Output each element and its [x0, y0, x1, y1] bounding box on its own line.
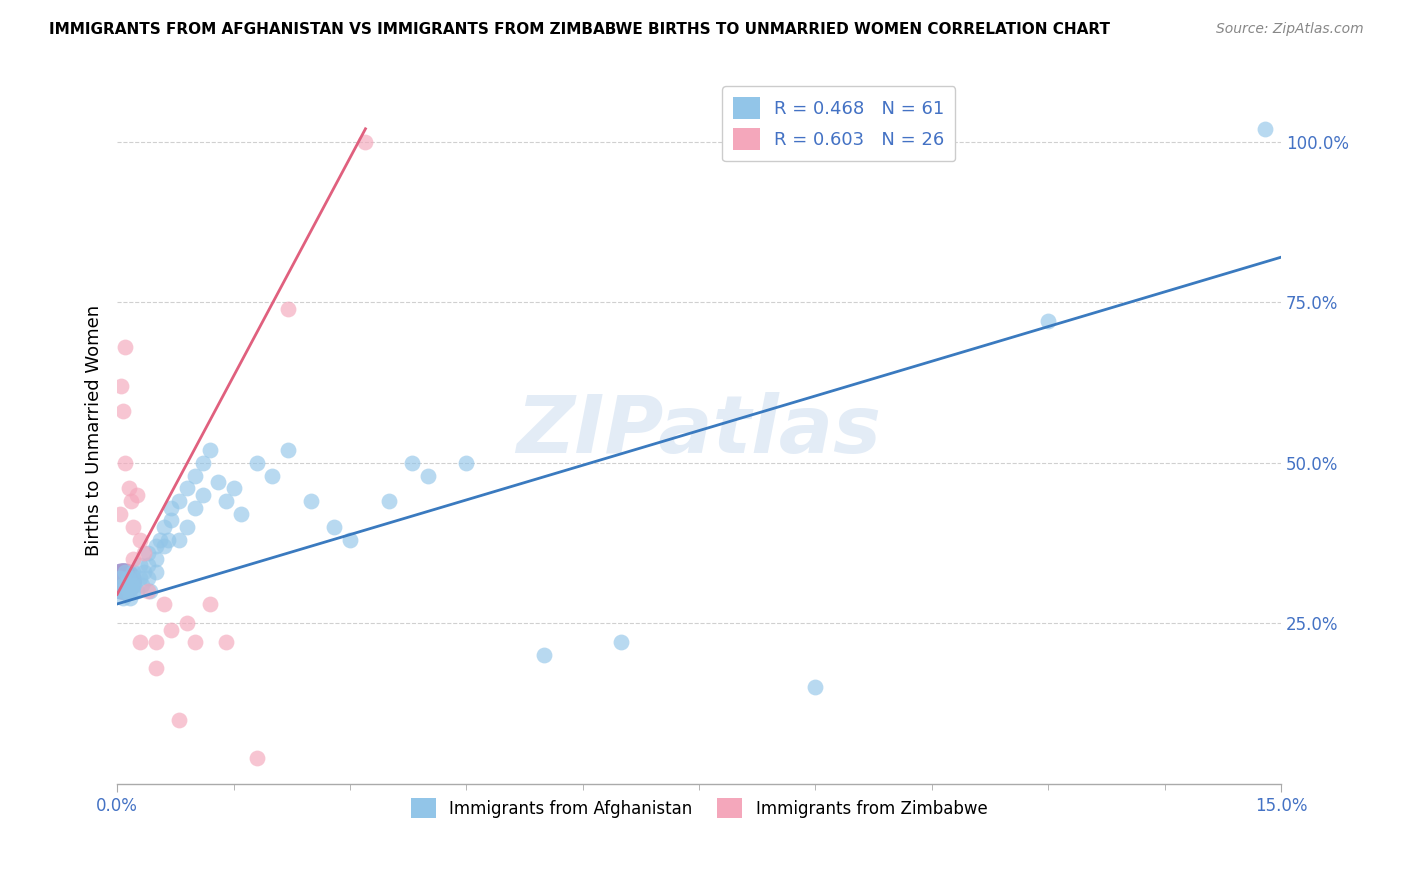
Point — [111, 591, 134, 605]
Point — [200, 597, 222, 611]
Point — [134, 545, 156, 559]
Point — [129, 533, 152, 547]
Legend: Immigrants from Afghanistan, Immigrants from Zimbabwe: Immigrants from Afghanistan, Immigrants … — [404, 791, 994, 825]
Point — [339, 533, 361, 547]
Point — [121, 571, 143, 585]
Text: IMMIGRANTS FROM AFGHANISTAN VS IMMIGRANTS FROM ZIMBABWE BIRTHS TO UNMARRIED WOME: IMMIGRANTS FROM AFGHANISTAN VS IMMIGRANT… — [49, 22, 1111, 37]
Point — [149, 533, 172, 547]
Point — [118, 482, 141, 496]
Point — [215, 494, 238, 508]
Point — [152, 597, 174, 611]
Point — [114, 340, 136, 354]
Point — [108, 571, 131, 585]
Point — [114, 565, 136, 579]
Point — [176, 616, 198, 631]
Y-axis label: Births to Unmarried Women: Births to Unmarried Women — [86, 305, 103, 556]
Point — [129, 571, 152, 585]
Point — [136, 571, 159, 585]
Point — [160, 623, 183, 637]
Point — [108, 507, 131, 521]
Point — [152, 539, 174, 553]
Point — [533, 648, 555, 663]
Point — [222, 482, 245, 496]
Point — [117, 571, 139, 585]
Point — [160, 513, 183, 527]
Point — [191, 456, 214, 470]
Point — [121, 565, 143, 579]
Point — [610, 635, 633, 649]
Point — [160, 500, 183, 515]
Point — [176, 520, 198, 534]
Point — [134, 565, 156, 579]
Point — [262, 468, 284, 483]
Point — [121, 584, 143, 599]
Point — [114, 584, 136, 599]
Point — [110, 584, 132, 599]
Point — [145, 635, 167, 649]
Point — [184, 500, 207, 515]
Point — [354, 135, 377, 149]
Point — [277, 301, 299, 316]
Point — [416, 468, 439, 483]
Point — [120, 577, 142, 591]
Point — [118, 591, 141, 605]
Point — [167, 494, 190, 508]
Point — [125, 488, 148, 502]
Point — [139, 584, 162, 599]
Point — [176, 482, 198, 496]
Point — [246, 751, 269, 765]
Point — [145, 661, 167, 675]
Point — [277, 442, 299, 457]
Point — [167, 533, 190, 547]
Point — [167, 713, 190, 727]
Point — [114, 456, 136, 470]
Point — [207, 475, 229, 489]
Point — [118, 584, 141, 599]
Point — [110, 378, 132, 392]
Point — [112, 577, 135, 591]
Point — [1038, 314, 1060, 328]
Point — [152, 520, 174, 534]
Point — [184, 635, 207, 649]
Text: Source: ZipAtlas.com: Source: ZipAtlas.com — [1216, 22, 1364, 37]
Point — [200, 442, 222, 457]
Point — [120, 494, 142, 508]
Point — [145, 539, 167, 553]
Point — [377, 494, 399, 508]
Point — [145, 565, 167, 579]
Point — [145, 552, 167, 566]
Point — [125, 584, 148, 599]
Point — [231, 507, 253, 521]
Point — [131, 577, 153, 591]
Point — [121, 552, 143, 566]
Point — [122, 577, 145, 591]
Point — [323, 520, 346, 534]
Point — [401, 456, 423, 470]
Point — [184, 468, 207, 483]
Point — [804, 681, 827, 695]
Point — [112, 404, 135, 418]
Text: ZIPatlas: ZIPatlas — [516, 392, 882, 469]
Point — [129, 635, 152, 649]
Point — [115, 577, 138, 591]
Point — [1254, 121, 1277, 136]
Point — [136, 584, 159, 599]
Point — [299, 494, 322, 508]
Point — [246, 456, 269, 470]
Point — [156, 533, 179, 547]
Point — [112, 574, 135, 589]
Point — [136, 558, 159, 573]
Point — [191, 488, 214, 502]
Point — [129, 558, 152, 573]
Point — [215, 635, 238, 649]
Point — [121, 520, 143, 534]
Point — [456, 456, 478, 470]
Point — [136, 545, 159, 559]
